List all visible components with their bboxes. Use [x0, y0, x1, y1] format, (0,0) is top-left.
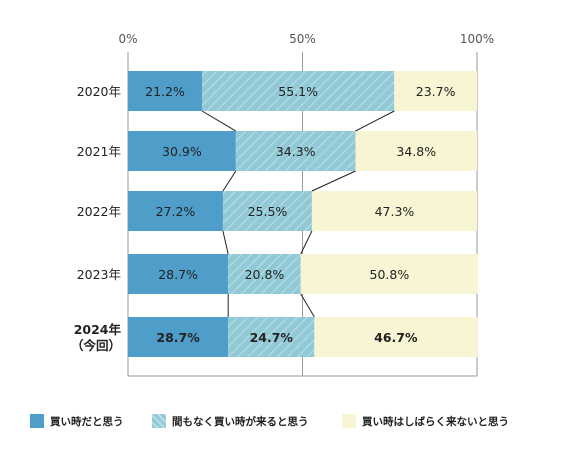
connector-line: [300, 293, 315, 318]
data-label-1-row-1: 21.2%: [145, 84, 185, 99]
bar-segment-3-row-2: [355, 131, 477, 171]
data-label-2-row-3: 25.5%: [248, 204, 288, 219]
category-label-3: 2022年: [77, 204, 121, 219]
data-label-1-row-2: 30.9%: [162, 144, 202, 159]
bar-segment-2-row-1: [201, 71, 395, 111]
data-label-3-row-4: 50.8%: [370, 267, 410, 282]
connector-line: [222, 230, 229, 255]
data-label-1-row-3: 27.2%: [156, 204, 196, 219]
legend-swatch-buy-soon: [152, 414, 166, 428]
bar-segment-3-row-4: [300, 254, 479, 294]
category-label-2: 2021年: [77, 144, 121, 159]
category-label-4: 2023年: [77, 267, 121, 282]
connector-line: [201, 110, 237, 132]
data-label-1-row-4: 28.7%: [158, 267, 198, 282]
legend-swatch-not-time: [342, 414, 356, 428]
bar-segment-1-row-2: [128, 131, 236, 171]
bar-segment-3-row-1: [394, 71, 477, 111]
legend-label-not-time: 買い時はしばらく来ないと思う: [362, 415, 509, 428]
data-label-3-row-5: 46.7%: [374, 330, 418, 345]
bar-segment-1-row-1: [128, 71, 202, 111]
data-label-2-row-4: 20.8%: [245, 267, 285, 282]
bar-segment-3-row-5: [314, 317, 478, 357]
bar-segment-2-row-3: [222, 191, 312, 231]
connector-line: [300, 230, 313, 255]
data-label-2-row-2: 34.3%: [276, 144, 316, 159]
category-label-1: 2020年: [77, 84, 121, 99]
legend-item-not-time: 買い時はしばらく来ないと思う: [342, 412, 509, 430]
data-label-3-row-3: 47.3%: [375, 204, 415, 219]
x-tick-label: 100%: [460, 32, 494, 46]
legend: 買い時だと思う 間もなく買い時が来ると思う 買い時はしばらく来ないと思う: [30, 412, 550, 430]
connector-line: [311, 170, 356, 192]
category-label-5: （今回）: [71, 338, 121, 353]
bar-segment-3-row-3: [311, 191, 477, 231]
x-tick-label: 50%: [289, 32, 316, 46]
data-label-3-row-1: 23.7%: [416, 84, 456, 99]
data-label-2-row-5: 24.7%: [250, 330, 294, 345]
legend-label-buy-soon: 間もなく買い時が来ると思う: [172, 415, 309, 428]
bar-segment-2-row-2: [235, 131, 356, 171]
connector-line: [355, 110, 395, 132]
bar-segment-2-row-4: [228, 254, 301, 294]
legend-item-buy-soon: 間もなく買い時が来ると思う: [152, 412, 309, 430]
bar-segment-1-row-4: [128, 254, 229, 294]
category-label-5: 2024年: [74, 322, 122, 337]
bar-segment-2-row-5: [228, 317, 315, 357]
legend-label-buy-now: 買い時だと思う: [50, 415, 124, 428]
data-label-2-row-1: 55.1%: [278, 84, 318, 99]
bar-segment-1-row-3: [128, 191, 223, 231]
legend-swatch-buy-now: [30, 414, 44, 428]
legend-item-buy-now: 買い時だと思う: [30, 412, 124, 430]
bar-segment-1-row-5: [128, 317, 229, 357]
connector-line: [222, 170, 237, 192]
data-label-1-row-5: 28.7%: [156, 330, 200, 345]
data-label-3-row-2: 34.8%: [396, 144, 436, 159]
x-tick-label: 0%: [118, 32, 137, 46]
